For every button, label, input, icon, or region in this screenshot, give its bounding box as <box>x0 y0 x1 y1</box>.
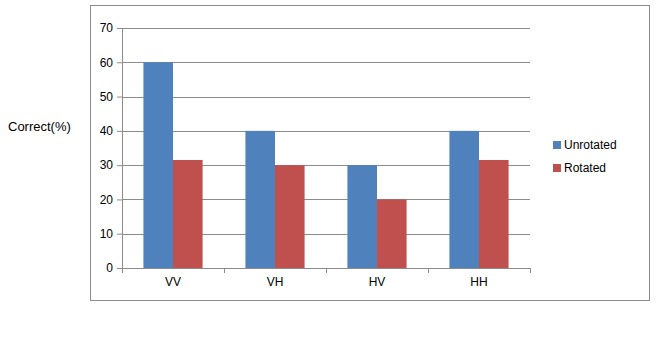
grid-line <box>122 62 530 63</box>
y-tick-label: 30 <box>100 158 114 172</box>
legend-label: Unrotated <box>564 138 617 152</box>
grid-line <box>122 28 530 29</box>
y-tick: 70 <box>100 21 122 35</box>
x-tick-label: HH <box>470 275 487 289</box>
y-tick-label: 40 <box>100 124 114 138</box>
bars <box>143 62 508 268</box>
bar <box>245 131 275 268</box>
bar <box>275 165 305 268</box>
y-tick: 0 <box>106 261 122 275</box>
y-tick: 30 <box>100 158 122 172</box>
x-tick: VH <box>267 268 284 289</box>
legend-swatch <box>553 164 561 172</box>
y-tick-label: 0 <box>106 261 113 275</box>
y-axis-line <box>122 29 123 269</box>
category-divider <box>224 268 225 273</box>
y-tick-mark <box>117 28 122 29</box>
x-tick: VV <box>165 268 181 289</box>
x-tick-label: VV <box>165 275 181 289</box>
legend: Unrotated Rotated <box>553 138 617 175</box>
x-tick: HV <box>369 268 386 289</box>
y-tick: 10 <box>100 227 122 241</box>
bar <box>377 199 407 268</box>
y-tick-label: 50 <box>100 90 114 104</box>
y-tick-mark <box>117 131 122 132</box>
y-tick-label: 20 <box>100 193 114 207</box>
category-divider <box>530 268 531 273</box>
y-tick-mark <box>117 234 122 235</box>
x-axis: VV VH HV HH <box>123 268 531 289</box>
x-tick: HH <box>470 268 487 289</box>
y-tick-label: 60 <box>100 56 114 70</box>
bar <box>449 131 479 268</box>
bar <box>143 62 173 268</box>
y-tick: 60 <box>100 56 122 70</box>
grid-line <box>122 97 530 98</box>
chart: 0 10 20 30 40 50 60 70 VV VH HV HH Correct(%) Unrotat… <box>0 0 656 337</box>
legend-label: Rotated <box>564 161 606 175</box>
y-tick-mark <box>117 268 122 269</box>
category-divider <box>122 268 123 273</box>
category-divider <box>428 268 429 273</box>
y-tick: 20 <box>100 193 122 207</box>
y-tick-mark <box>117 97 122 98</box>
bar <box>173 160 203 268</box>
y-axis-title: Correct(%) <box>8 119 71 134</box>
grid <box>122 29 530 269</box>
legend-swatch <box>553 141 561 149</box>
x-tick-label: HV <box>369 275 386 289</box>
category-divider <box>326 268 327 273</box>
bar <box>347 165 377 268</box>
y-axis: 0 10 20 30 40 50 60 70 <box>100 21 123 275</box>
bar <box>479 160 509 268</box>
category-dividers <box>123 268 531 273</box>
y-tick: 50 <box>100 90 122 104</box>
y-tick-mark <box>117 165 122 166</box>
y-tick: 40 <box>100 124 122 138</box>
y-tick-mark <box>117 62 122 63</box>
x-tick-label: VH <box>267 275 284 289</box>
chart-frame <box>91 6 650 301</box>
y-tick-mark <box>117 199 122 200</box>
y-tick-label: 10 <box>100 227 114 241</box>
y-tick-label: 70 <box>100 21 114 35</box>
